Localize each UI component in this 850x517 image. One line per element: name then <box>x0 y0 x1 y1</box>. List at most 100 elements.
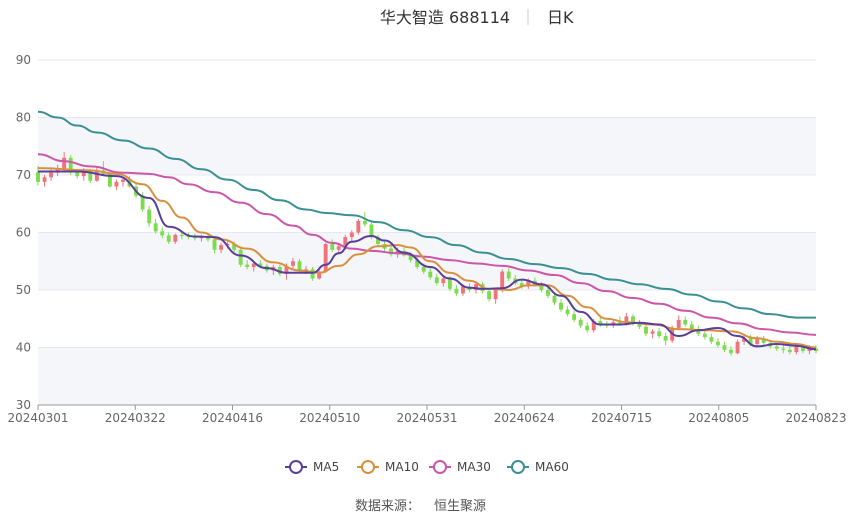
candle-body <box>644 326 648 334</box>
candle-body <box>696 329 701 334</box>
legend-item-ma60[interactable]: MA60 <box>507 460 569 474</box>
candle <box>441 276 446 287</box>
candle <box>107 172 112 188</box>
candle-body <box>487 291 492 300</box>
candle <box>160 226 165 239</box>
legend[interactable]: MA5 MA10 MA30 MA60 <box>285 460 569 474</box>
candle-body <box>630 316 635 324</box>
candle-body <box>251 263 256 267</box>
candle <box>153 218 158 234</box>
y-axis: 30 40 50 60 70 80 90 <box>16 53 31 412</box>
candle-body <box>317 271 322 279</box>
candle-body <box>186 235 191 238</box>
y-tick-label: 60 <box>16 226 31 240</box>
candle <box>245 260 250 270</box>
candle-body <box>408 255 413 261</box>
candle-body <box>729 349 733 354</box>
candle-body <box>166 235 171 242</box>
candle-body <box>160 231 165 236</box>
candle-body <box>68 157 73 172</box>
candle <box>493 287 498 304</box>
candle <box>781 345 786 354</box>
source-value: 恒生聚源 <box>434 499 486 514</box>
legend-item-ma5[interactable]: MA5 <box>285 460 339 474</box>
candle <box>506 268 511 281</box>
candle-body <box>572 314 577 320</box>
legend-label: MA10 <box>385 460 419 474</box>
candle <box>683 316 688 327</box>
candle-body <box>800 346 805 351</box>
candle-body <box>506 271 511 279</box>
candle <box>722 341 727 353</box>
candle-body <box>192 237 197 239</box>
candle-body <box>415 260 420 267</box>
candle <box>709 333 714 345</box>
candle-body <box>258 263 263 266</box>
candle <box>565 306 570 317</box>
candle-body <box>349 232 354 238</box>
candle-body <box>598 321 603 325</box>
candle-body <box>709 337 714 342</box>
candle <box>330 239 335 253</box>
candle-body <box>369 224 374 238</box>
candle <box>559 299 563 312</box>
title-period: 日K <box>547 8 574 27</box>
candle <box>356 218 361 235</box>
source-note: 数据来源： 恒生聚源 <box>355 499 486 514</box>
candle-body <box>578 319 583 326</box>
candle-body <box>807 348 812 351</box>
candle-body <box>585 325 590 331</box>
legend-item-ma30[interactable]: MA30 <box>429 460 491 474</box>
candle-body <box>232 244 237 250</box>
y-tick-label: 40 <box>16 341 31 355</box>
candle-body <box>447 278 452 289</box>
x-tick-label: 20240301 <box>7 411 68 425</box>
candle-body <box>546 290 550 296</box>
candle-body <box>304 269 308 271</box>
candle <box>310 267 315 281</box>
candle-body <box>36 172 40 182</box>
candle-body <box>774 346 779 349</box>
candle-body <box>173 234 178 242</box>
y-tick-label: 30 <box>16 398 31 412</box>
candle-body <box>336 246 341 250</box>
candle-body <box>500 271 505 290</box>
chart-title: 华大智造 688114 日K <box>380 8 574 27</box>
candle <box>663 332 668 346</box>
legend-item-ma10[interactable]: MA10 <box>357 460 419 474</box>
candle <box>434 273 439 286</box>
candle-body <box>81 172 86 177</box>
x-tick-label: 20240510 <box>299 411 360 425</box>
candle <box>219 242 224 254</box>
candle <box>166 232 171 244</box>
candle <box>121 177 125 187</box>
candle-body <box>94 170 99 181</box>
x-tick-label: 20240715 <box>591 411 652 425</box>
candle-body <box>291 261 295 266</box>
candle-body <box>539 284 544 290</box>
candle <box>676 315 681 331</box>
candle <box>147 206 152 227</box>
candle <box>487 288 492 302</box>
legend-label: MA30 <box>457 460 491 474</box>
candle-body <box>219 245 224 250</box>
candle-body <box>277 267 282 274</box>
candle-body <box>676 319 681 328</box>
candle-body <box>722 345 727 350</box>
candle-body <box>238 249 243 265</box>
x-axis: 20240301 20240322 20240416 20240510 20240531… <box>7 404 847 425</box>
candle-body <box>421 267 426 272</box>
candle-body <box>702 333 707 338</box>
candle-body <box>519 283 524 287</box>
candle <box>787 346 792 355</box>
candle-body <box>657 331 662 336</box>
candle-body <box>362 221 367 225</box>
candle-body <box>650 331 655 334</box>
ma60-line <box>37 110 816 319</box>
candle <box>657 327 662 339</box>
candle-body <box>461 286 465 294</box>
x-tick-label: 20240624 <box>494 411 555 425</box>
candle-body <box>441 278 446 284</box>
grid <box>38 59 816 406</box>
ma5-line <box>37 170 817 351</box>
